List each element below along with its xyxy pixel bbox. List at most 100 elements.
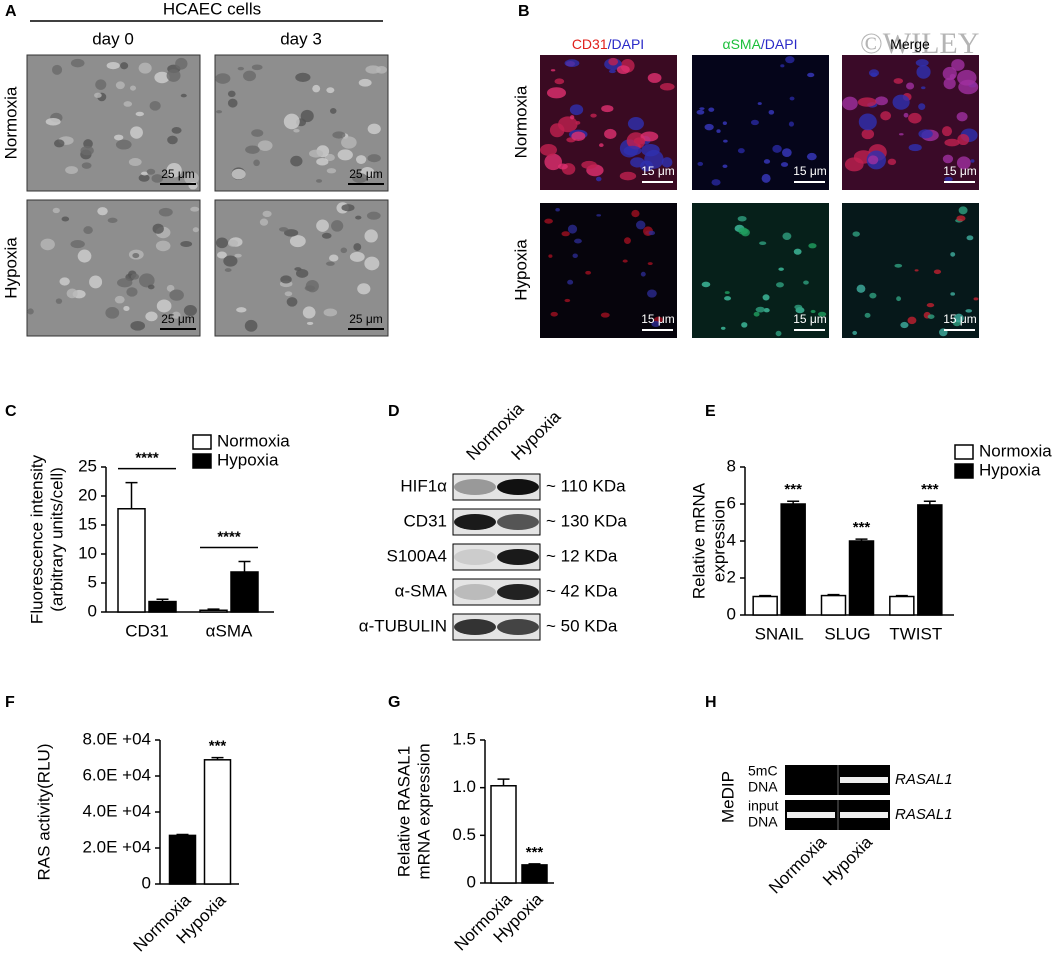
cell: [171, 311, 181, 319]
cell: [70, 58, 85, 68]
cell: [893, 78, 904, 84]
cell: [852, 330, 858, 335]
cell: [810, 309, 816, 314]
cell: [941, 126, 953, 137]
cell: [953, 313, 964, 323]
cell: [875, 96, 888, 106]
cell: [340, 247, 348, 254]
cell: [154, 71, 170, 84]
scale-bar-label: 25 μm: [161, 167, 195, 181]
panel-label: H: [705, 694, 717, 711]
cell: [115, 139, 132, 150]
y-tick-label: 1.5: [452, 729, 476, 748]
cell: [782, 232, 792, 241]
cell: [550, 311, 558, 317]
header-part: Merge: [890, 36, 930, 52]
y-tick-label: 0.5: [452, 825, 476, 844]
cell: [544, 153, 563, 171]
cell: [768, 109, 775, 115]
cell: [349, 251, 365, 262]
panel-label: B: [518, 3, 530, 20]
cell: [950, 292, 956, 296]
bar: [848, 540, 875, 616]
cell: [115, 81, 125, 90]
cell: [105, 306, 120, 319]
cell: [94, 92, 102, 98]
cell: [169, 289, 184, 301]
cell: [126, 287, 138, 297]
y-tick-label: 8.0E +04: [82, 729, 151, 748]
scale-bar-label: 15 μm: [641, 312, 675, 326]
legend-label: Hypoxia: [979, 460, 1041, 479]
cell: [323, 308, 338, 317]
cell: [903, 112, 909, 118]
cell: [146, 168, 156, 175]
cell: [623, 145, 642, 156]
y-tick-label: 10: [78, 543, 97, 562]
y-tick-label: 1.0: [452, 777, 476, 796]
y-axis-label: mRNA expression: [414, 743, 433, 879]
error-bar: [528, 863, 541, 865]
cell: [785, 56, 795, 64]
cell: [927, 314, 935, 319]
gene-label: RASAL1: [895, 806, 953, 823]
row-label: Normoxia: [1, 86, 20, 159]
cell: [950, 252, 956, 257]
error-bar: [176, 833, 189, 836]
cell: [763, 308, 770, 313]
blot-band: [454, 619, 496, 635]
cell: [216, 110, 223, 114]
cell: [128, 158, 142, 166]
cell: [45, 117, 61, 126]
gel-band: [840, 812, 888, 818]
cell: [958, 206, 968, 215]
cell: [70, 240, 85, 249]
cell: [325, 261, 335, 266]
cell: [283, 113, 300, 130]
cell: [544, 218, 553, 224]
cell: [581, 160, 597, 169]
cell: [567, 224, 578, 234]
cell: [651, 320, 661, 327]
cell: [114, 134, 124, 141]
y-axis-label: expression: [709, 500, 728, 582]
cell: [123, 305, 130, 312]
cell: [595, 176, 602, 182]
cell: [130, 321, 146, 331]
micrograph: [692, 55, 829, 190]
cell: [763, 159, 771, 164]
blot-band: [454, 549, 496, 565]
size-label: ~ 130 KDa: [546, 511, 627, 530]
cell: [352, 173, 368, 183]
cell: [107, 217, 118, 223]
cell: [540, 144, 557, 156]
cell: [262, 210, 272, 218]
cell: [896, 296, 902, 302]
cell: [223, 255, 238, 267]
cell: [880, 111, 892, 121]
cell: [353, 243, 362, 251]
cell: [183, 305, 197, 316]
cell: [894, 263, 903, 268]
cell: [308, 149, 324, 158]
cell: [332, 131, 346, 139]
cell: [574, 238, 582, 244]
cell: [782, 148, 792, 158]
cell: [546, 87, 567, 99]
cell: [951, 59, 965, 71]
cell: [808, 243, 817, 249]
cell: [942, 154, 954, 164]
cell: [227, 90, 236, 98]
header-part: /DAPI: [761, 36, 798, 52]
cell: [627, 117, 644, 131]
row-label: Hypoxia: [511, 239, 530, 301]
cell: [549, 123, 565, 138]
cell: [171, 127, 182, 134]
cell: [926, 302, 935, 308]
cell: [81, 162, 92, 169]
error-bar: [238, 560, 251, 572]
legend-swatch: [954, 463, 974, 479]
bar: [199, 609, 228, 613]
cell: [933, 269, 942, 275]
cell: [817, 311, 827, 317]
